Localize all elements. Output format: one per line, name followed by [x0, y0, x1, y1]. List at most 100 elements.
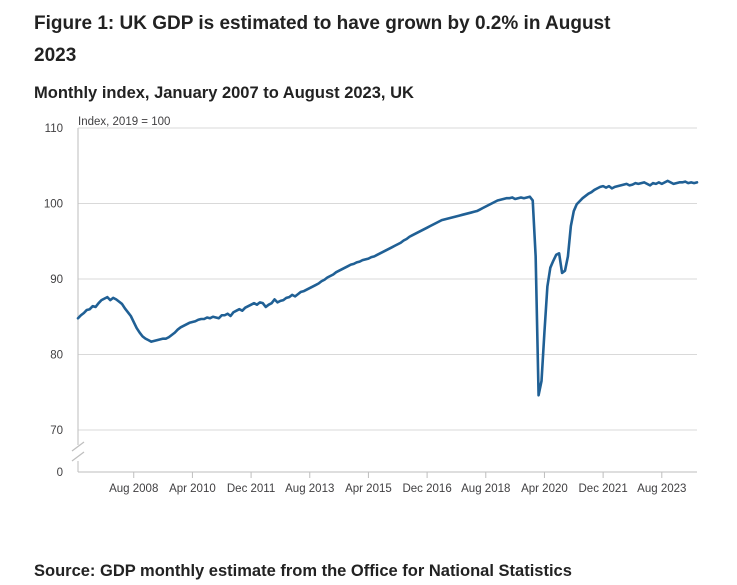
data-point	[397, 243, 399, 245]
data-point	[197, 319, 199, 321]
data-point	[326, 276, 328, 278]
data-point	[620, 184, 622, 186]
data-point	[127, 311, 129, 313]
data-point	[476, 210, 478, 212]
data-point	[488, 204, 490, 206]
x-tick-label: Apr 2010	[169, 483, 216, 495]
x-tick-label: Aug 2008	[109, 483, 158, 495]
data-point	[617, 185, 619, 187]
data-point	[138, 331, 140, 333]
data-point	[666, 180, 668, 182]
data-point	[555, 254, 557, 256]
data-point	[505, 197, 507, 199]
data-point	[628, 184, 630, 186]
data-point	[479, 208, 481, 210]
data-point	[265, 306, 267, 308]
x-tick-label: Apr 2020	[521, 483, 568, 495]
data-point	[658, 181, 660, 183]
data-point	[546, 285, 548, 287]
data-point	[634, 182, 636, 184]
data-point	[256, 303, 258, 305]
data-point	[285, 297, 287, 299]
data-point	[191, 321, 193, 323]
data-point	[212, 316, 214, 318]
data-point	[209, 317, 211, 319]
data-point	[438, 220, 440, 222]
data-point	[311, 285, 313, 287]
data-point	[361, 259, 363, 261]
x-tick-label: Dec 2021	[579, 483, 628, 495]
data-point	[523, 197, 525, 199]
data-point	[259, 301, 261, 303]
series-group	[76, 179, 699, 397]
data-point	[455, 215, 457, 217]
data-point	[215, 316, 217, 318]
data-point	[543, 331, 545, 333]
data-point	[282, 299, 284, 301]
data-point	[309, 287, 311, 289]
data-point	[323, 279, 325, 281]
data-point	[118, 300, 120, 302]
data-point	[493, 201, 495, 203]
data-point	[353, 263, 355, 265]
data-point	[370, 256, 372, 258]
data-point	[549, 266, 551, 268]
data-point	[379, 252, 381, 254]
data-point	[182, 325, 184, 327]
y-tick-label: 100	[44, 199, 63, 211]
gdp-series-line	[76, 179, 699, 397]
data-point	[203, 318, 205, 320]
data-point	[356, 261, 358, 263]
data-point	[391, 246, 393, 248]
data-point	[244, 306, 246, 308]
data-point	[687, 182, 689, 184]
data-point	[482, 207, 484, 209]
data-point	[587, 192, 589, 194]
data-point	[578, 200, 580, 202]
data-point	[388, 248, 390, 250]
data-point	[631, 183, 633, 185]
data-point	[350, 263, 352, 265]
data-point	[332, 273, 334, 275]
data-point	[91, 305, 93, 307]
data-point	[267, 303, 269, 305]
data-point	[414, 233, 416, 235]
data-point	[168, 336, 170, 338]
data-point	[678, 181, 680, 183]
data-point	[159, 338, 161, 340]
data-point	[156, 339, 158, 341]
data-point	[452, 216, 454, 218]
data-point	[611, 187, 613, 189]
data-point	[649, 184, 651, 186]
data-point	[147, 339, 149, 341]
data-point	[250, 303, 252, 305]
data-point	[496, 199, 498, 201]
data-point	[165, 337, 167, 339]
data-point	[121, 303, 123, 305]
data-point	[86, 309, 88, 311]
data-point	[593, 189, 595, 191]
data-point	[693, 182, 695, 184]
y-tick-label: 70	[50, 425, 63, 437]
data-point	[605, 186, 607, 188]
data-point	[171, 334, 173, 336]
chart-title: Figure 1: UK GDP is estimated to have gr…	[34, 13, 611, 66]
data-point	[564, 270, 566, 272]
data-point	[499, 199, 501, 201]
data-point	[400, 242, 402, 244]
data-point	[684, 180, 686, 182]
data-point	[320, 280, 322, 282]
x-tick-label: Aug 2023	[637, 483, 686, 495]
data-point	[614, 186, 616, 188]
x-tick-label: Aug 2018	[461, 483, 510, 495]
data-point	[109, 299, 111, 301]
data-point	[608, 185, 610, 187]
data-point	[561, 272, 563, 274]
data-point	[130, 315, 132, 317]
data-point	[229, 315, 231, 317]
axis-break-mark	[71, 441, 85, 452]
data-point	[599, 186, 601, 188]
data-point	[426, 226, 428, 228]
data-point	[567, 255, 569, 257]
data-point	[103, 297, 105, 299]
